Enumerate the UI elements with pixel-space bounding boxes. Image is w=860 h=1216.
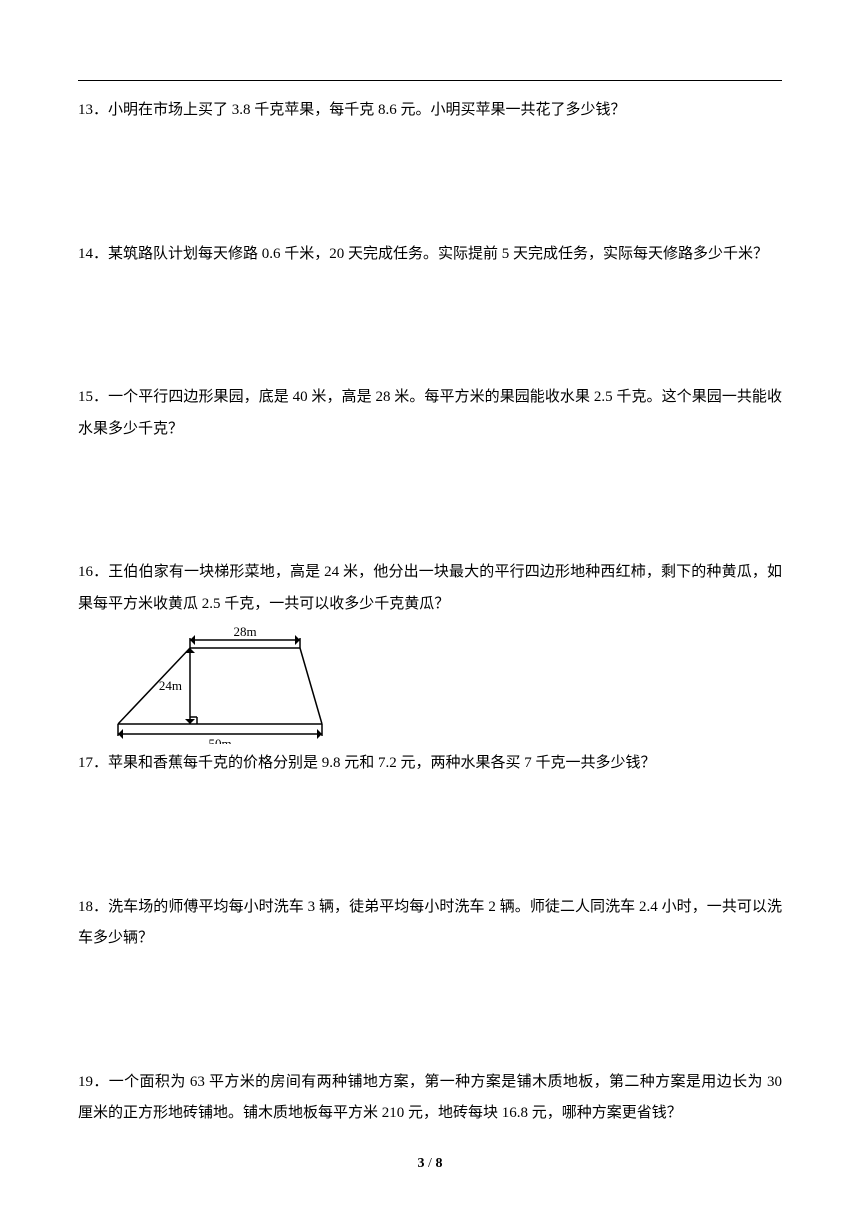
question-19: 19．一个面积为 63 平方米的房间有两种铺地方案，第一种方案是铺木质地板，第二… [78,1067,782,1130]
question-18: 18．洗车场的师傅平均每小时洗车 3 辆，徒弟平均每小时洗车 2 辆。师徒二人同… [78,892,782,955]
question-16: 16．王伯伯家有一块梯形菜地，高是 24 米，他分出一块最大的平行四边形地种西红… [78,557,782,620]
question-17: 17．苹果和香蕉每千克的价格分别是 9.8 元和 7.2 元，两种水果各买 7 … [78,748,782,780]
page-separator: / [425,1156,436,1171]
page-footer: 3 / 8 [0,1156,860,1172]
trapezoid-diagram: 28m 24m 50m [100,626,782,744]
top-rule [78,80,782,81]
page-current: 3 [418,1156,425,1171]
question-13: 13．小明在市场上买了 3.8 千克苹果，每千克 8.6 元。小明买苹果一共花了… [78,95,782,127]
svg-text:28m: 28m [233,626,256,639]
question-15: 15．一个平行四边形果园，底是 40 米，高是 28 米。每平方米的果园能收水果… [78,382,782,445]
svg-text:24m: 24m [159,678,182,693]
page-total: 8 [435,1156,442,1171]
svg-text:50m: 50m [208,736,231,744]
question-14: 14．某筑路队计划每天修路 0.6 千米，20 天完成任务。实际提前 5 天完成… [78,239,782,271]
